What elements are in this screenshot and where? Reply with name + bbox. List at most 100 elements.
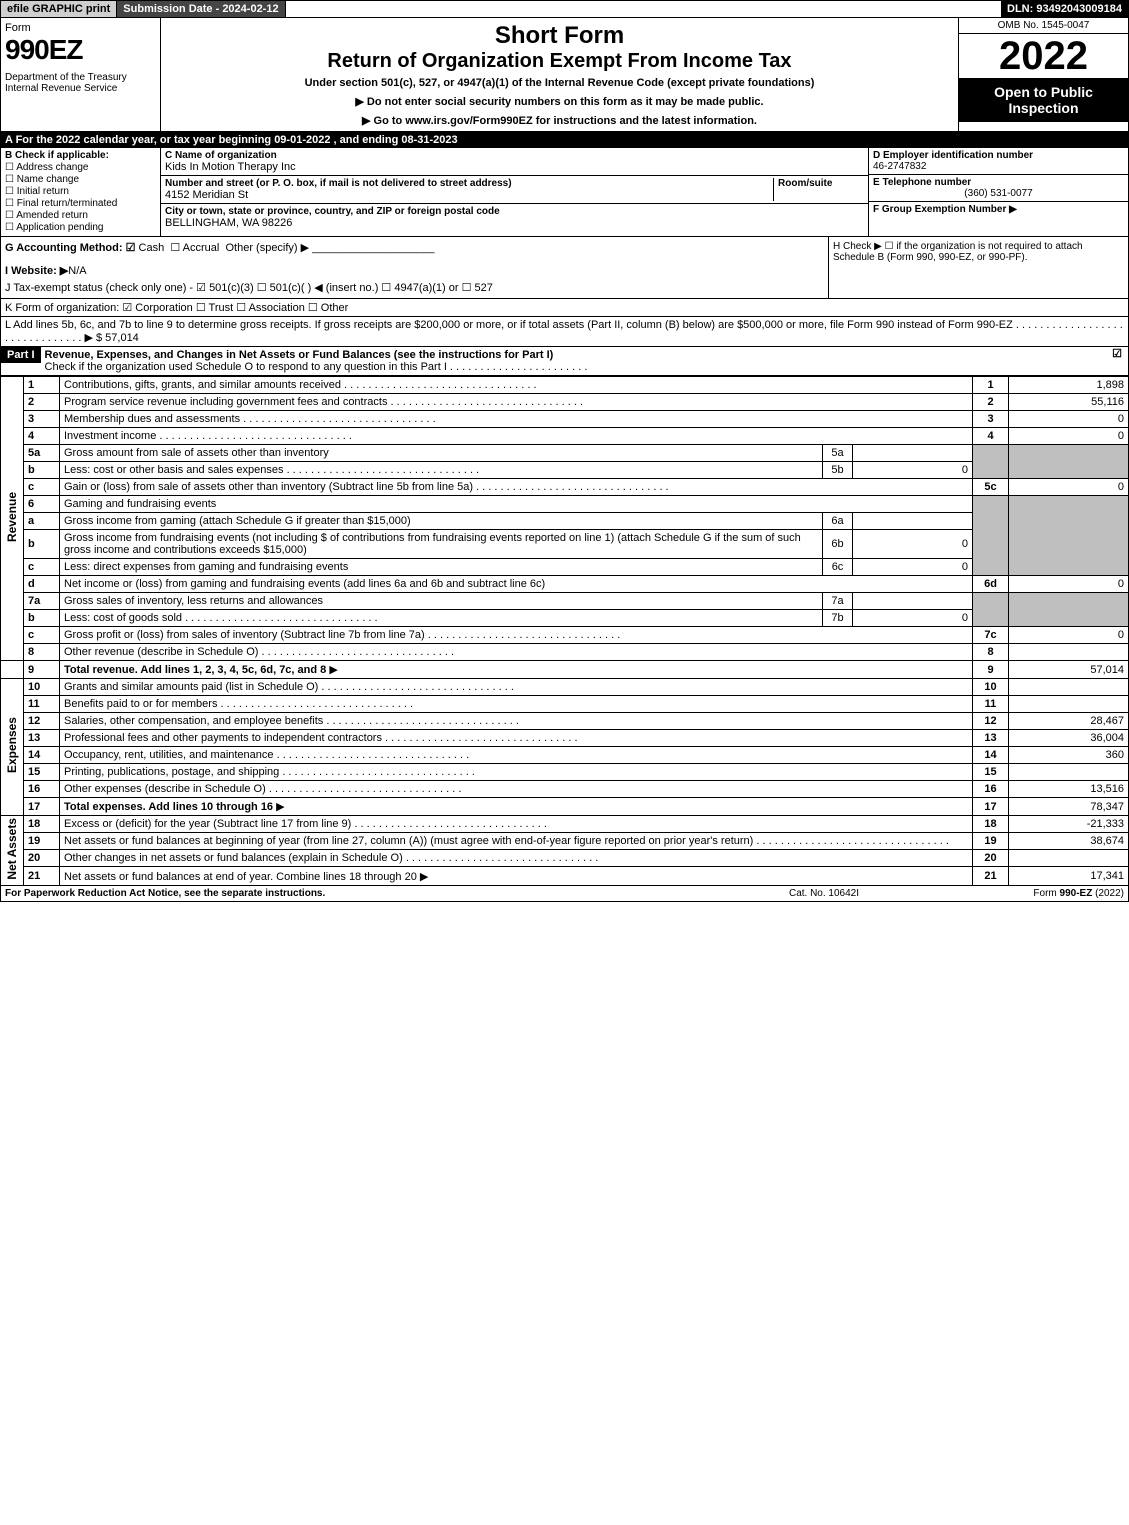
line-18-num: 18	[24, 816, 60, 833]
line-7a-subval	[853, 593, 973, 610]
section-g-accounting: G Accounting Method: ☑ Cash ☐ Accrual Ot…	[1, 237, 828, 298]
line-18-rnum: 18	[973, 816, 1009, 833]
revenue-section-label: Revenue	[5, 492, 19, 542]
line-10-desc: Grants and similar amounts paid (list in…	[60, 679, 973, 696]
line-3-desc: Membership dues and assessments	[60, 411, 973, 428]
website-value: N/A	[68, 265, 86, 277]
line-2-rnum: 2	[973, 394, 1009, 411]
line-6a-subval	[853, 513, 973, 530]
line-1-num: 1	[24, 377, 60, 394]
c-name-label: C Name of organization	[165, 150, 864, 161]
section-h: H Check ▶ ☐ if the organization is not r…	[828, 237, 1128, 298]
chk-amended-return[interactable]: ☐ Amended return	[5, 210, 156, 221]
chk-application-pending[interactable]: ☐ Application pending	[5, 222, 156, 233]
line-7b-desc: Less: cost of goods sold	[60, 610, 823, 627]
city-value: BELLINGHAM, WA 98226	[165, 217, 864, 229]
department-label: Department of the Treasury Internal Reve…	[5, 72, 156, 94]
part-i-bar: Part I	[1, 347, 41, 363]
line-17-desc: Total expenses. Add lines 10 through 16	[64, 801, 273, 813]
form-title: Return of Organization Exempt From Incom…	[165, 50, 954, 73]
line-17-arrow-icon: ▶	[276, 801, 284, 813]
chk-name-change[interactable]: ☐ Name change	[5, 174, 156, 185]
line-20-rnum: 20	[973, 850, 1009, 867]
line-11-desc: Benefits paid to or for members	[60, 696, 973, 713]
line-3-rnum: 3	[973, 411, 1009, 428]
identity-row: B Check if applicable: ☐ Address change …	[0, 148, 1129, 237]
chk-initial-return[interactable]: ☐ Initial return	[5, 186, 156, 197]
efile-print-label[interactable]: efile GRAPHIC print	[1, 1, 117, 17]
open-to-public-inspection: Open to Public Inspection	[959, 78, 1128, 122]
line-5a-subnum: 5a	[823, 445, 853, 462]
catalog-number: Cat. No. 10642I	[724, 888, 924, 899]
line-15-desc: Printing, publications, postage, and shi…	[60, 764, 973, 781]
line-8-val	[1009, 644, 1129, 661]
line-17-num: 17	[24, 798, 60, 816]
line-13-desc: Professional fees and other payments to …	[60, 730, 973, 747]
line-9-rnum: 9	[973, 661, 1009, 679]
g-cash-label: Cash	[139, 242, 165, 254]
line-7a-subnum: 7a	[823, 593, 853, 610]
line-5c-num: c	[24, 479, 60, 496]
org-name: Kids In Motion Therapy Inc	[165, 161, 864, 173]
line-7b-subnum: 7b	[823, 610, 853, 627]
g-label: G Accounting Method:	[5, 242, 123, 254]
line-14-rnum: 14	[973, 747, 1009, 764]
line-13-val: 36,004	[1009, 730, 1129, 747]
chk-final-return[interactable]: ☐ Final return/terminated	[5, 198, 156, 209]
line-15-rnum: 15	[973, 764, 1009, 781]
line-12-desc: Salaries, other compensation, and employ…	[60, 713, 973, 730]
city-label: City or town, state or province, country…	[165, 206, 864, 217]
line-4-val: 0	[1009, 428, 1129, 445]
g-cash-check[interactable]: ☑	[126, 242, 136, 254]
g-other-label[interactable]: Other (specify) ▶	[225, 242, 309, 254]
line-3-num: 3	[24, 411, 60, 428]
line-7b-num: b	[24, 610, 60, 627]
short-form-label: Short Form	[165, 22, 954, 50]
part-i-schedule-o-check[interactable]: ☑	[1098, 347, 1128, 360]
line-7c-val: 0	[1009, 627, 1129, 644]
line-6d-rnum: 6d	[973, 576, 1009, 593]
line-18-val: -21,333	[1009, 816, 1129, 833]
line-9-num: 9	[24, 661, 60, 679]
line-1-rnum: 1	[973, 377, 1009, 394]
line-19-desc: Net assets or fund balances at beginning…	[60, 833, 973, 850]
line-5c-desc: Gain or (loss) from sale of assets other…	[60, 479, 973, 496]
net-assets-section-label: Net Assets	[5, 818, 19, 880]
part-i-header: Part I Revenue, Expenses, and Changes in…	[0, 347, 1129, 376]
line-7a-num: 7a	[24, 593, 60, 610]
line-6b-desc: Gross income from fundraising events (no…	[60, 530, 823, 559]
omb-number: OMB No. 1545-0047	[959, 18, 1128, 34]
line-19-rnum: 19	[973, 833, 1009, 850]
line-18-desc: Excess or (deficit) for the year (Subtra…	[60, 816, 973, 833]
line-1-desc: Contributions, gifts, grants, and simila…	[60, 377, 973, 394]
line-10-num: 10	[24, 679, 60, 696]
line-15-val	[1009, 764, 1129, 781]
line-6a-num: a	[24, 513, 60, 530]
line-3-val: 0	[1009, 411, 1129, 428]
line-11-val	[1009, 696, 1129, 713]
chk-address-change[interactable]: ☐ Address change	[5, 162, 156, 173]
under-section-label: Under section 501(c), 527, or 4947(a)(1)…	[165, 77, 954, 89]
i-label: I Website: ▶	[5, 265, 68, 277]
line-20-num: 20	[24, 850, 60, 867]
irs-link[interactable]: www.irs.gov/Form990EZ	[405, 115, 532, 127]
line-14-val: 360	[1009, 747, 1129, 764]
page-footer: For Paperwork Reduction Act Notice, see …	[0, 886, 1129, 902]
line-11-num: 11	[24, 696, 60, 713]
line-11-rnum: 11	[973, 696, 1009, 713]
line-6c-subnum: 6c	[823, 559, 853, 576]
line-19-num: 19	[24, 833, 60, 850]
line-7c-num: c	[24, 627, 60, 644]
room-label: Room/suite	[774, 178, 864, 201]
line-5a-desc: Gross amount from sale of assets other t…	[60, 445, 823, 462]
line-5c-rnum: 5c	[973, 479, 1009, 496]
tax-year: 2022	[959, 34, 1128, 78]
line-17-rnum: 17	[973, 798, 1009, 816]
line-21-rnum: 21	[973, 867, 1009, 885]
line-6d-desc: Net income or (loss) from gaming and fun…	[60, 576, 973, 593]
lines-table: Revenue 1 Contributions, gifts, grants, …	[0, 376, 1129, 886]
g-accrual-label[interactable]: Accrual	[183, 242, 220, 254]
line-7c-rnum: 7c	[973, 627, 1009, 644]
line-13-rnum: 13	[973, 730, 1009, 747]
goto-pre: ▶ Go to	[362, 115, 405, 127]
